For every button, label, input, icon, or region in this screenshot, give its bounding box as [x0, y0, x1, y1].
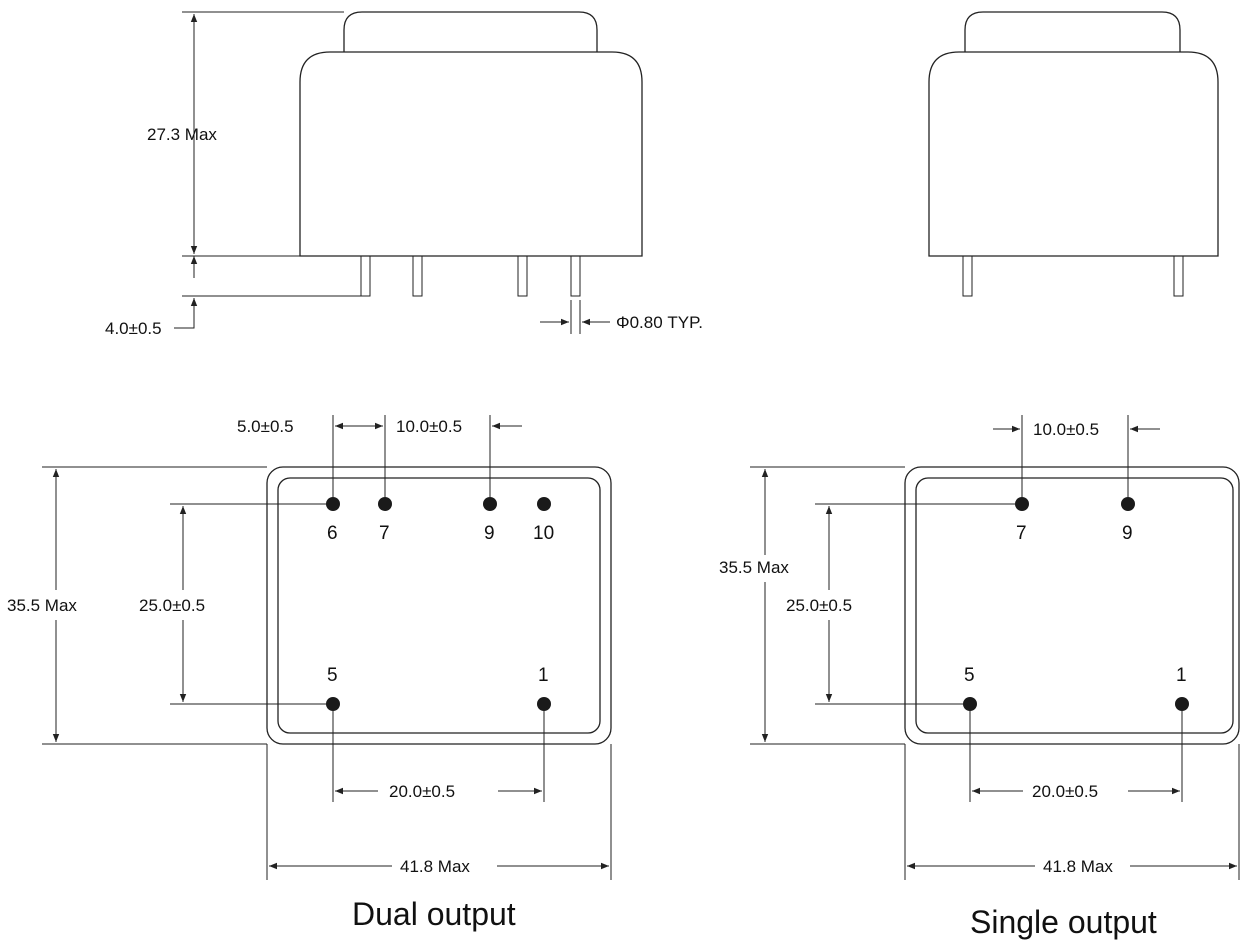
pin-dot — [483, 497, 497, 511]
pin-number: 9 — [484, 523, 495, 544]
pin-lead — [412, 255, 423, 297]
height-label: 35.5 Max — [719, 558, 789, 577]
caption: Dual output — [352, 896, 516, 932]
pin-number: 7 — [379, 523, 390, 544]
bobbin-top-outline — [964, 11, 1181, 52]
pin-number: 1 — [538, 665, 549, 686]
transformer-body-outline — [299, 51, 643, 257]
side-view-dual: 27.3 Max 4.0±0.5 Φ0.80 TYP. — [105, 11, 703, 338]
outer-outline — [266, 466, 612, 745]
caption: Single output — [970, 904, 1157, 940]
pin-dot — [326, 697, 340, 711]
pin-lead — [1173, 255, 1184, 297]
pin-number: 7 — [1016, 523, 1027, 544]
pin-length-label: 4.0±0.5 — [105, 319, 162, 338]
top-spacing-label: 10.0±0.5 — [396, 417, 462, 436]
width-label: 41.8 Max — [1043, 857, 1113, 876]
pin-dot — [326, 497, 340, 511]
pin-number: 5 — [964, 665, 975, 686]
pin-number: 6 — [327, 523, 338, 544]
row-spacing-label: 25.0±0.5 — [786, 596, 852, 615]
pin-dot — [1015, 497, 1029, 511]
inner-outline — [277, 477, 601, 734]
pin-number: 9 — [1122, 523, 1133, 544]
height-label: 27.3 Max — [147, 125, 217, 144]
pin-lead — [360, 255, 371, 297]
bottom-view-dual: 6 7 9 10 5 1 5.0±0.5 10.0±0.5 35.5 Max 2… — [7, 415, 612, 932]
pin-dot — [537, 697, 551, 711]
pin-dot — [1175, 697, 1189, 711]
pin-dot — [537, 497, 551, 511]
pin-diameter-label: Φ0.80 TYP. — [616, 313, 703, 332]
pin-dot — [963, 697, 977, 711]
outer-outline — [904, 466, 1240, 745]
pin-lead — [962, 255, 973, 297]
pin-dot — [378, 497, 392, 511]
pin-number: 5 — [327, 665, 338, 686]
pin-dot — [1121, 497, 1135, 511]
inner-outline — [915, 477, 1234, 734]
bobbin-top-outline — [343, 11, 598, 52]
height-label: 35.5 Max — [7, 596, 77, 615]
bottom-spacing-label: 20.0±0.5 — [1032, 782, 1098, 801]
bottom-view-single: 7 9 5 1 10.0±0.5 35.5 Max 25.0±0.5 20.0±… — [719, 415, 1240, 940]
pin-number: 10 — [533, 523, 554, 544]
pin-lead — [570, 255, 581, 297]
width-label: 41.8 Max — [400, 857, 470, 876]
pin-number: 1 — [1176, 665, 1187, 686]
side-view-single — [928, 11, 1219, 297]
pin-lead — [517, 255, 528, 297]
bottom-spacing-label: 20.0±0.5 — [389, 782, 455, 801]
transformer-body-outline — [928, 51, 1219, 257]
top-spacing-label: 10.0±0.5 — [1033, 420, 1099, 439]
row-spacing-label: 25.0±0.5 — [139, 596, 205, 615]
top-left-spacing-label: 5.0±0.5 — [237, 417, 294, 436]
